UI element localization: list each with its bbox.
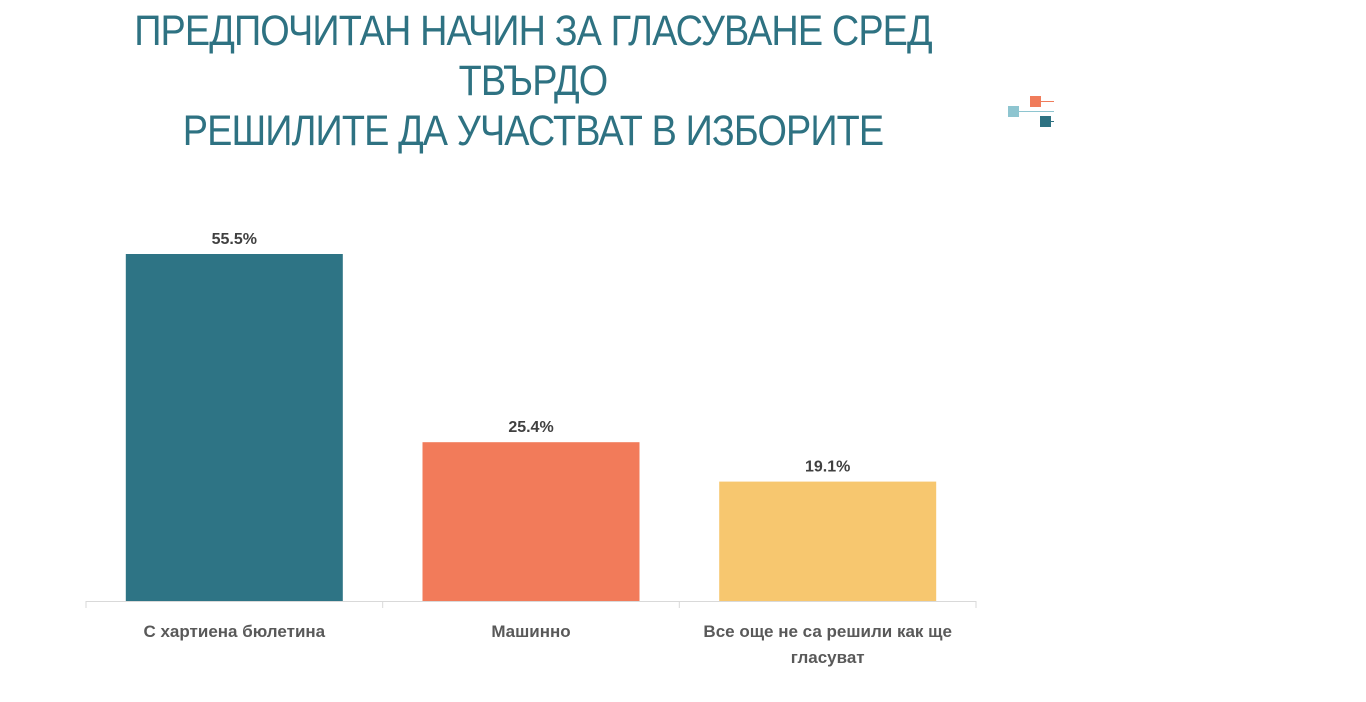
category-label-2: Машинно	[491, 622, 570, 641]
logo-squares-icon	[1008, 96, 1054, 127]
bar-value-label-2: 25.4%	[508, 419, 553, 436]
logo-square-light	[1008, 106, 1019, 117]
page-title-line-1: ПРЕДПОЧИТАН НАЧИН ЗА ГЛАСУВАНЕ СРЕД ТВЪР…	[134, 7, 932, 105]
category-label-line: С хартиена бюлетина	[143, 622, 325, 641]
bar-value-label-3: 19.1%	[805, 459, 850, 476]
category-label-3: Все още не са решили как ще гласуват	[703, 622, 952, 667]
bar-1	[125, 254, 343, 601]
category-label-1: С хартиена бюлетина	[143, 622, 325, 641]
page-title: ПРЕДПОЧИТАН НАЧИН ЗА ГЛАСУВАНЕ СРЕД ТВЪР…	[64, 6, 1002, 156]
category-label-line: Все още не са решили как ще	[703, 622, 952, 641]
category-label-line: гласуват	[791, 648, 865, 667]
page-title-line-2: РЕШИЛИТЕ ДА УЧАСТВАТ В ИЗБОРИТЕ	[182, 107, 884, 155]
logo-square-teal	[1040, 116, 1051, 127]
category-label-line: Машинно	[491, 622, 570, 641]
bar-value-label-1: 55.5%	[212, 231, 257, 248]
logo-square-orange	[1030, 96, 1041, 107]
bar-2	[422, 442, 640, 601]
bar-3	[719, 481, 937, 601]
